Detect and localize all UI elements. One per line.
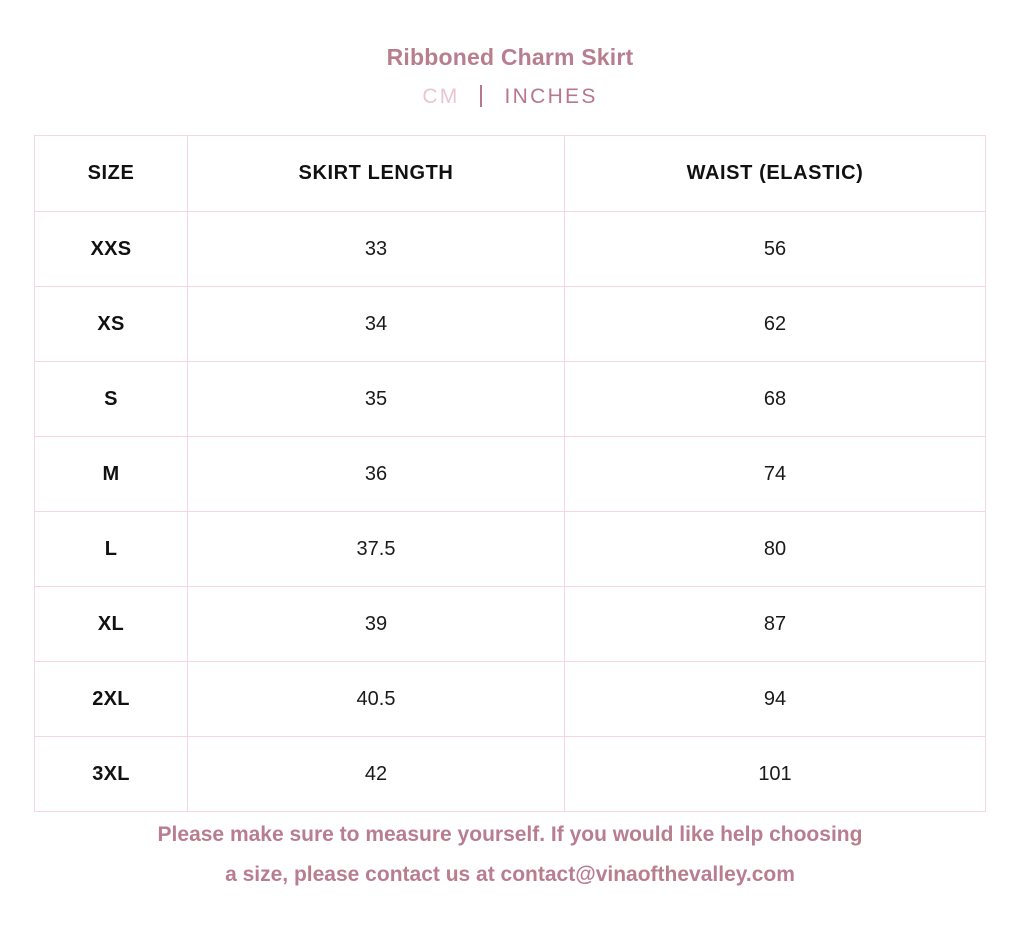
column-header-waist: WAIST (ELASTIC) <box>564 135 986 212</box>
size-table-header: SIZE SKIRT LENGTH WAIST (ELASTIC) <box>34 135 986 212</box>
cell-waist: 87 <box>564 586 986 662</box>
cell-size: S <box>34 361 188 437</box>
cell-size: XL <box>34 586 188 662</box>
cell-size: XXS <box>34 211 188 287</box>
table-row: XS 34 62 <box>34 286 986 362</box>
cell-waist: 101 <box>564 736 986 812</box>
cell-skirt-length: 42 <box>187 736 565 812</box>
cell-skirt-length: 37.5 <box>187 511 565 587</box>
unit-separator-icon <box>480 85 483 107</box>
table-row: 2XL 40.5 94 <box>34 661 986 737</box>
table-row: 3XL 42 101 <box>34 736 986 812</box>
cell-size: M <box>34 436 188 512</box>
unit-option-inches[interactable]: INCHES <box>504 85 598 108</box>
table-row: L 37.5 80 <box>34 511 986 587</box>
cell-skirt-length: 40.5 <box>187 661 565 737</box>
cell-skirt-length: 36 <box>187 436 565 512</box>
unit-toggle: CM INCHES <box>0 84 1020 110</box>
cell-skirt-length: 33 <box>187 211 565 287</box>
footer-note-line-2: a size, please contact us at contact@vin… <box>225 863 795 886</box>
measurement-help-note: Please make sure to measure yourself. If… <box>0 815 1020 895</box>
table-header-row: SIZE SKIRT LENGTH WAIST (ELASTIC) <box>34 135 986 212</box>
column-header-size: SIZE <box>34 135 188 212</box>
cell-size: L <box>34 511 188 587</box>
cell-waist: 62 <box>564 286 986 362</box>
cell-skirt-length: 39 <box>187 586 565 662</box>
size-table: SIZE SKIRT LENGTH WAIST (ELASTIC) XXS 33… <box>34 135 986 812</box>
table-row: XXS 33 56 <box>34 211 986 287</box>
cell-skirt-length: 34 <box>187 286 565 362</box>
table-row: S 35 68 <box>34 361 986 437</box>
table-row: XL 39 87 <box>34 586 986 662</box>
cell-size: XS <box>34 286 188 362</box>
cell-waist: 80 <box>564 511 986 587</box>
table-row: M 36 74 <box>34 436 986 512</box>
column-header-skirt-length: SKIRT LENGTH <box>187 135 565 212</box>
size-table-container: SIZE SKIRT LENGTH WAIST (ELASTIC) XXS 33… <box>34 135 986 812</box>
page-title: Ribboned Charm Skirt <box>386 44 634 70</box>
footer-note-line-1: Please make sure to measure yourself. If… <box>157 823 863 846</box>
unit-option-cm[interactable]: CM <box>422 85 460 108</box>
cell-waist: 68 <box>564 361 986 437</box>
cell-waist: 94 <box>564 661 986 737</box>
cell-skirt-length: 35 <box>187 361 565 437</box>
size-table-body: XXS 33 56 XS 34 62 S 35 68 M 36 74 <box>34 211 986 812</box>
cell-size: 2XL <box>34 661 188 737</box>
cell-size: 3XL <box>34 736 188 812</box>
cell-waist: 56 <box>564 211 986 287</box>
cell-waist: 74 <box>564 436 986 512</box>
